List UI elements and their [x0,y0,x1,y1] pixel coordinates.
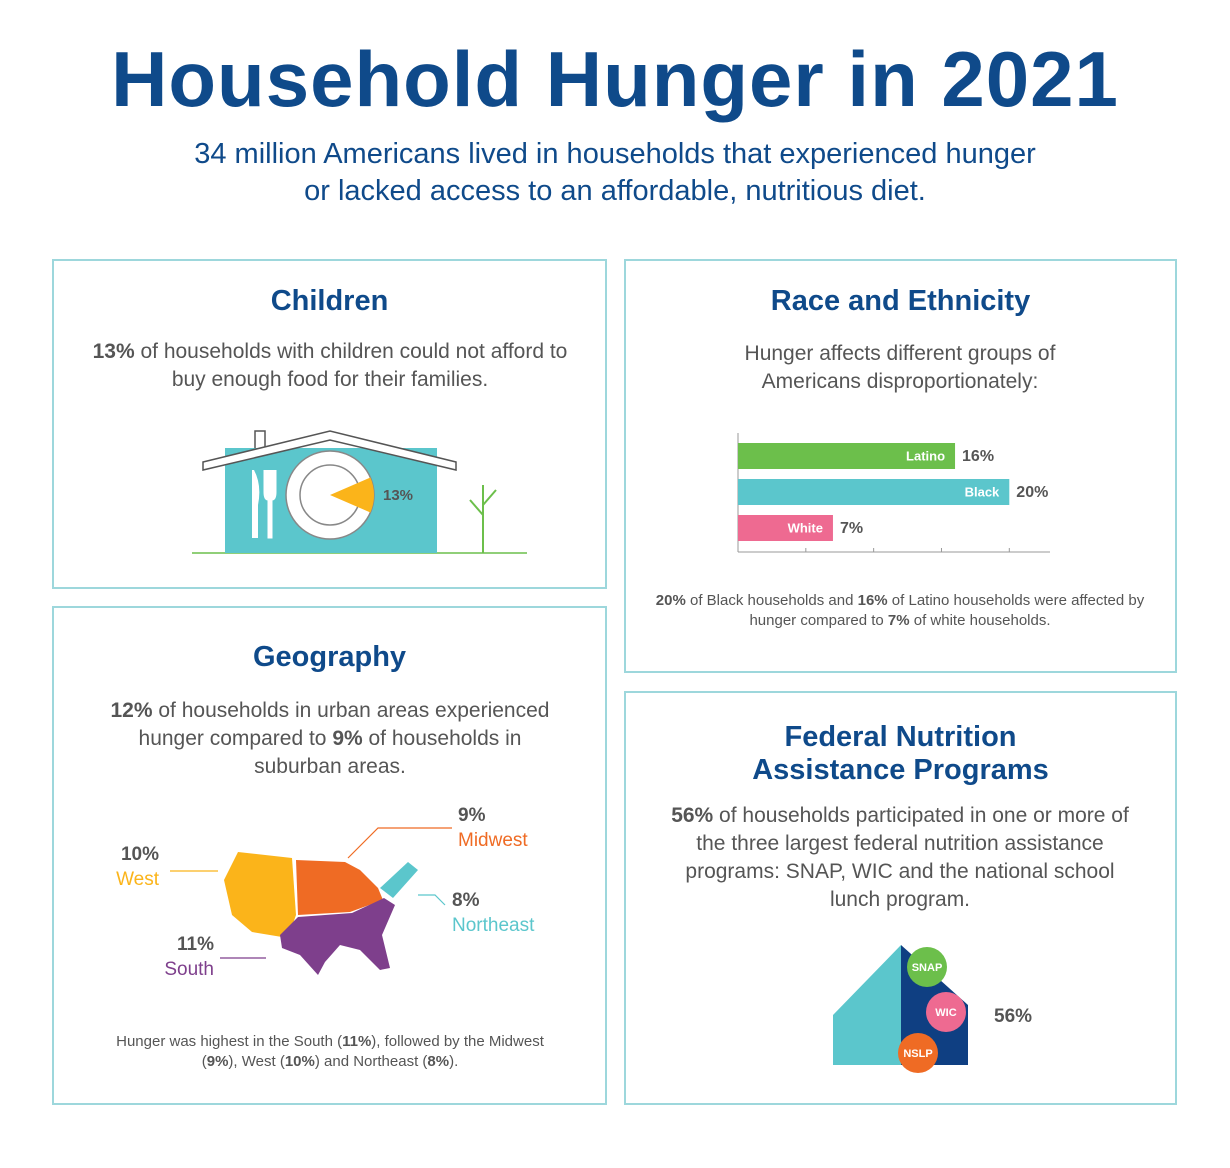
bold-text: 20% [655,592,686,609]
subtitle: 34 million Americans lived in households… [0,136,1230,210]
panel-text: Hunger affects different groups of Ameri… [705,340,1095,396]
region-northeast [380,862,418,898]
pie-wedge [330,477,375,513]
panel-title: Race and Ethnicity [770,285,1031,317]
bar-category: Black [965,484,1000,499]
page-title: Household Hunger in 2021 [111,35,1119,123]
region-name: Midwest [458,830,528,851]
program-label: WIC [935,1007,956,1019]
text-run: ) and Northeast ( [314,1053,428,1070]
region-value: 10% [121,844,159,865]
panel-text: 13% of households with children could no… [85,338,575,394]
bold-text: 12% [110,699,153,722]
region-south [280,898,395,975]
bold-text: 8% [427,1053,450,1070]
bar [738,443,956,469]
program-circle [898,1033,938,1073]
title-line: Assistance Programs [752,754,1049,786]
bar-category: White [788,520,823,535]
region-value: 11% [177,934,214,955]
bold-text: 9% [206,1053,229,1070]
knife [252,470,260,538]
bold-text: 11% [342,1033,372,1050]
pie-label: 13% [383,487,413,504]
bold-text: 7% [887,612,910,629]
text-run: of households with children could not af… [134,340,568,391]
panel-title: Geography [252,641,407,673]
plant [469,485,497,553]
children-panel [52,259,607,589]
panel-title: Federal Nutrition Assistance Programs [624,721,1177,787]
program-circle [926,992,966,1032]
program-label: NSLP [903,1048,932,1060]
leader-line [418,894,446,906]
program-label: SNAP [912,962,943,974]
text-run: of households in urban areas experienced… [138,699,550,750]
bar-category: Latino [906,448,945,463]
text-run: of white households. [909,612,1051,629]
bar [738,479,1010,505]
bold-text: 9% [332,727,363,750]
bold-text: 13% [92,340,135,363]
stat-label: 56% [994,1006,1032,1027]
bar [738,515,833,541]
text-run: ). [449,1053,459,1070]
leader-line [347,827,452,859]
title-line: Federal Nutrition [784,721,1017,753]
bar-value: 7% [840,520,863,537]
federal-panel [624,691,1177,1105]
text-run: of households participated in one or mor… [685,804,1129,911]
program-circle [907,947,947,987]
bar-value: 20% [1016,484,1048,501]
subtitle-line: or lacked access to an affordable, nutri… [304,175,926,207]
text-run: ), West ( [228,1053,285,1070]
text-run: Hunger affects different groups of Ameri… [744,342,1056,393]
text-run: ), followed by the Midwest ( [201,1033,544,1070]
text-run: Hunger was highest in the South ( [116,1033,343,1050]
text-run: of households in suburban areas. [254,727,522,778]
text-run: of Black households and [685,592,858,609]
region-name: West [116,869,160,890]
panel-note: Hunger was highest in the South (11%), f… [110,1032,550,1072]
panel-title: Children [270,285,389,317]
panel-text: 56% of households participated in one or… [665,802,1135,914]
fork [263,470,277,539]
subtitle-line: 34 million Americans lived in households… [194,138,1036,170]
region-west [224,852,296,938]
panel-text: 12% of households in urban areas experie… [110,697,550,781]
bold-text: 10% [284,1053,315,1070]
region-value: 8% [452,890,480,911]
roof [202,430,457,471]
bold-text: 16% [857,592,888,609]
panel-note: 20% of Black households and 16% of Latin… [650,591,1150,631]
region-midwest [296,860,383,915]
race-panel [624,259,1177,673]
region-name: Northeast [452,915,535,936]
geography-panel [52,606,607,1105]
region-name: South [164,959,214,980]
house-left [833,945,901,1065]
bold-text: 56% [671,804,714,827]
text-run: of Latino households were affected by hu… [749,592,1145,629]
region-value: 9% [458,805,486,826]
bar-value: 16% [962,448,994,465]
